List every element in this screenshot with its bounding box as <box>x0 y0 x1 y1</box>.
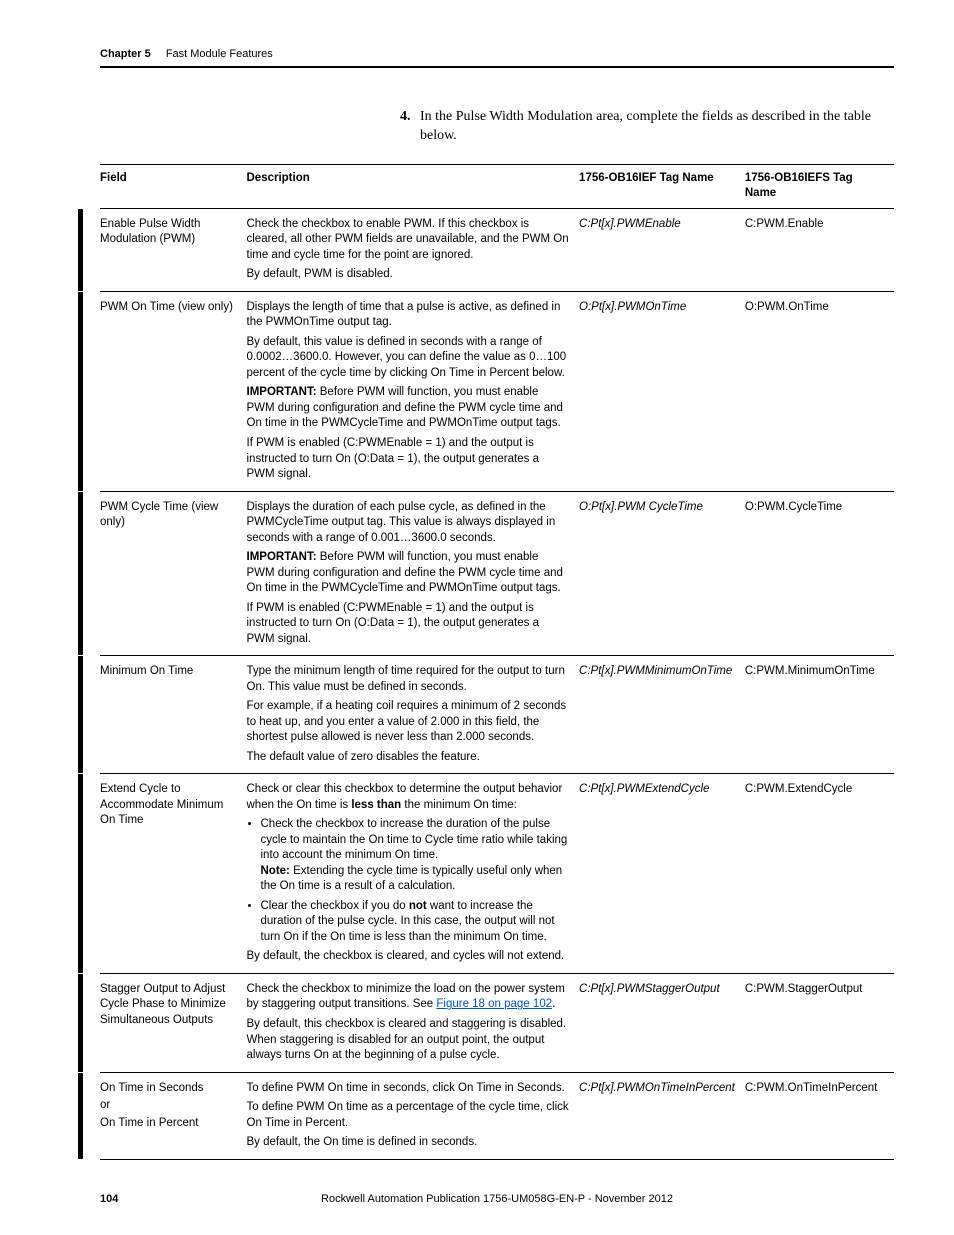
change-bar <box>78 974 83 1072</box>
desc-paragraph: By default, the checkbox is cleared, and… <box>247 949 570 965</box>
cell-description: Displays the duration of each pulse cycl… <box>247 491 580 656</box>
desc-paragraph: IMPORTANT: Before PWM will function, you… <box>247 385 570 432</box>
cell-field: PWM On Time (view only) <box>100 291 247 491</box>
cell-description: To define PWM On time in seconds, click … <box>247 1072 580 1159</box>
desc-list-item: Check the checkbox to increase the durat… <box>261 817 570 895</box>
chapter-title: Fast Module Features <box>166 48 273 60</box>
desc-paragraph: Check or clear this checkbox to determin… <box>247 782 570 813</box>
desc-list: Check the checkbox to increase the durat… <box>261 817 570 945</box>
cell-field: Extend Cycle to Accommodate Minimum On T… <box>100 774 247 974</box>
desc-paragraph: IMPORTANT: Before PWM will function, you… <box>247 550 570 597</box>
table-row: On Time in SecondsorOn Time in PercentTo… <box>100 1072 894 1159</box>
desc-paragraph: Check the checkbox to minimize the load … <box>247 982 570 1013</box>
step-number: 4. <box>400 108 420 146</box>
cell-tag-ob16iefs: C:PWM.StaggerOutput <box>745 973 894 1072</box>
cell-tag-ob16ief: O:Pt[x].PWMOnTime <box>579 291 745 491</box>
cell-description: Check the checkbox to minimize the load … <box>247 973 580 1072</box>
table-row: Enable Pulse Width Modulation (PWM)Check… <box>100 208 894 291</box>
desc-paragraph: To define PWM On time in seconds, click … <box>247 1081 570 1097</box>
change-bar <box>78 292 83 491</box>
col-tag-ob16iefs: 1756-OB16IEFS Tag Name <box>745 164 894 208</box>
change-bar <box>78 209 83 291</box>
desc-paragraph: Type the minimum length of time required… <box>247 664 570 695</box>
desc-paragraph: By default, this value is defined in sec… <box>247 335 570 382</box>
desc-paragraph: Check the checkbox to enable PWM. If thi… <box>247 217 570 264</box>
cell-tag-ob16ief: C:Pt[x].PWMMinimumOnTime <box>579 656 745 774</box>
running-head: Chapter 5 Fast Module Features <box>100 48 894 60</box>
desc-list-item: Clear the checkbox if you do not want to… <box>261 899 570 946</box>
desc-paragraph: Displays the length of time that a pulse… <box>247 300 570 331</box>
step-text: In the Pulse Width Modulation area, comp… <box>420 108 894 146</box>
change-bar <box>78 774 83 973</box>
change-bar <box>78 656 83 773</box>
cell-tag-ob16iefs: O:PWM.OnTime <box>745 291 894 491</box>
cell-tag-ob16iefs: C:PWM.Enable <box>745 208 894 291</box>
table-row: Minimum On TimeType the minimum length o… <box>100 656 894 774</box>
cell-field: Stagger Output to Adjust Cycle Phase to … <box>100 973 247 1072</box>
chapter-label: Chapter 5 <box>100 48 151 60</box>
table-row: Stagger Output to Adjust Cycle Phase to … <box>100 973 894 1072</box>
desc-paragraph: By default, the On time is defined in se… <box>247 1135 570 1151</box>
cell-field: On Time in SecondsorOn Time in Percent <box>100 1072 247 1159</box>
desc-paragraph: By default, this checkbox is cleared and… <box>247 1017 570 1064</box>
table-row: PWM Cycle Time (view only)Displays the d… <box>100 491 894 656</box>
cell-tag-ob16ief: O:Pt[x].PWM CycleTime <box>579 491 745 656</box>
desc-paragraph: By default, PWM is disabled. <box>247 267 570 283</box>
cell-tag-ob16iefs: C:PWM.MinimumOnTime <box>745 656 894 774</box>
desc-paragraph: To define PWM On time as a percentage of… <box>247 1100 570 1131</box>
table-row: Extend Cycle to Accommodate Minimum On T… <box>100 774 894 974</box>
desc-paragraph: The default value of zero disables the f… <box>247 750 570 766</box>
cell-description: Type the minimum length of time required… <box>247 656 580 774</box>
cell-tag-ob16ief: C:Pt[x].PWMEnable <box>579 208 745 291</box>
desc-paragraph: If PWM is enabled (C:PWMEnable = 1) and … <box>247 601 570 648</box>
table-row: PWM On Time (view only)Displays the leng… <box>100 291 894 491</box>
desc-paragraph: For example, if a heating coil requires … <box>247 699 570 746</box>
cell-tag-ob16iefs: C:PWM.OnTimeInPercent <box>745 1072 894 1159</box>
cell-field: Enable Pulse Width Modulation (PWM) <box>100 208 247 291</box>
cell-description: Check the checkbox to enable PWM. If thi… <box>247 208 580 291</box>
cell-tag-ob16ief: C:Pt[x].PWMOnTimeInPercent <box>579 1072 745 1159</box>
cell-description: Check or clear this checkbox to determin… <box>247 774 580 974</box>
change-bar <box>78 492 83 656</box>
cell-tag-ob16iefs: O:PWM.CycleTime <box>745 491 894 656</box>
desc-paragraph: If PWM is enabled (C:PWMEnable = 1) and … <box>247 436 570 483</box>
publication-line: Rockwell Automation Publication 1756-UM0… <box>100 1193 894 1205</box>
desc-paragraph: Displays the duration of each pulse cycl… <box>247 500 570 547</box>
cell-description: Displays the length of time that a pulse… <box>247 291 580 491</box>
cell-field: Minimum On Time <box>100 656 247 774</box>
cell-tag-ob16iefs: C:PWM.ExtendCycle <box>745 774 894 974</box>
header-rule <box>100 66 894 68</box>
col-description: Description <box>247 164 580 208</box>
col-tag-ob16ief: 1756-OB16IEF Tag Name <box>579 164 745 208</box>
change-bar <box>78 1073 83 1159</box>
step-intro: 4. In the Pulse Width Modulation area, c… <box>400 108 894 146</box>
cell-tag-ob16ief: C:Pt[x].PWMExtendCycle <box>579 774 745 974</box>
page-footer: 104 Rockwell Automation Publication 1756… <box>100 1193 894 1205</box>
col-field: Field <box>100 164 247 208</box>
cell-tag-ob16ief: C:Pt[x].PWMStaggerOutput <box>579 973 745 1072</box>
pwm-fields-table: Field Description 1756-OB16IEF Tag Name … <box>100 164 894 1160</box>
cell-field: PWM Cycle Time (view only) <box>100 491 247 656</box>
